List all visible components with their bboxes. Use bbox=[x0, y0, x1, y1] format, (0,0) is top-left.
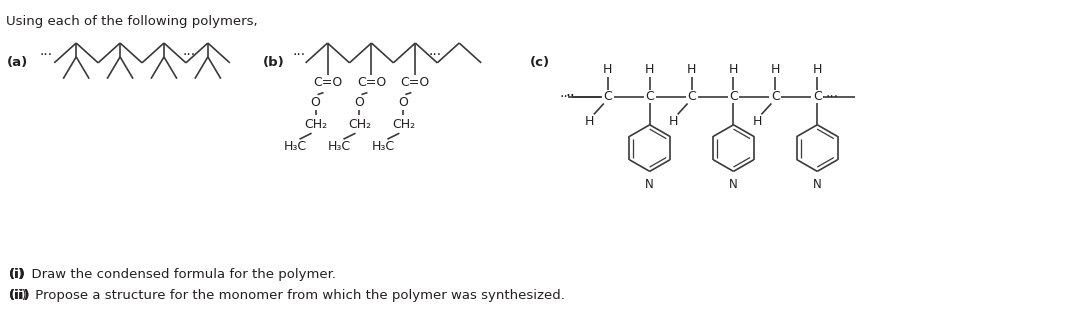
Text: ··: ·· bbox=[565, 89, 575, 104]
Text: N: N bbox=[813, 178, 822, 191]
Text: H₃C: H₃C bbox=[372, 140, 395, 153]
Text: C=O: C=O bbox=[313, 76, 342, 89]
Text: H₃C: H₃C bbox=[328, 140, 351, 153]
Text: ···: ··· bbox=[182, 48, 196, 62]
Text: C: C bbox=[813, 90, 822, 103]
Text: H: H bbox=[585, 115, 594, 128]
Text: (ii): (ii) bbox=[10, 289, 31, 302]
Text: (c): (c) bbox=[530, 56, 550, 69]
Text: N: N bbox=[730, 178, 738, 191]
Text: CH₂: CH₂ bbox=[392, 118, 415, 131]
Text: (i): (i) bbox=[10, 268, 26, 281]
Text: ···: ··· bbox=[293, 48, 306, 62]
Text: C=O: C=O bbox=[357, 76, 386, 89]
Text: H: H bbox=[753, 115, 762, 128]
Text: H: H bbox=[687, 63, 696, 76]
Text: C: C bbox=[603, 90, 613, 103]
Text: (i): (i) bbox=[10, 268, 26, 281]
Text: CH₂: CH₂ bbox=[348, 118, 371, 131]
Text: ···: ··· bbox=[40, 48, 53, 62]
Text: H: H bbox=[668, 115, 678, 128]
Text: H: H bbox=[812, 63, 822, 76]
Text: O: O bbox=[398, 96, 409, 109]
Text: ···: ··· bbox=[428, 48, 441, 62]
Text: O: O bbox=[354, 96, 365, 109]
Text: C: C bbox=[687, 90, 696, 103]
Text: (ii): (ii) bbox=[10, 289, 31, 302]
Text: N: N bbox=[645, 178, 655, 191]
Text: (a): (a) bbox=[6, 56, 28, 69]
Text: H: H bbox=[645, 63, 655, 76]
Text: H: H bbox=[603, 63, 613, 76]
Text: ··: ·· bbox=[559, 89, 568, 104]
Text: O: O bbox=[311, 96, 321, 109]
Text: ···: ··· bbox=[825, 89, 838, 104]
Text: C: C bbox=[645, 90, 655, 103]
Text: H: H bbox=[770, 63, 780, 76]
Text: Using each of the following polymers,: Using each of the following polymers, bbox=[6, 15, 258, 28]
Text: H₃C: H₃C bbox=[284, 140, 307, 153]
Text: H: H bbox=[729, 63, 738, 76]
Text: C: C bbox=[771, 90, 780, 103]
Text: (ii)  Propose a structure for the monomer from which the polymer was synthesized: (ii) Propose a structure for the monomer… bbox=[10, 289, 565, 302]
Text: C=O: C=O bbox=[400, 76, 430, 89]
Text: (b): (b) bbox=[263, 56, 284, 69]
Text: CH₂: CH₂ bbox=[304, 118, 327, 131]
Text: (i)  Draw the condensed formula for the polymer.: (i) Draw the condensed formula for the p… bbox=[10, 268, 336, 281]
Text: C: C bbox=[730, 90, 738, 103]
